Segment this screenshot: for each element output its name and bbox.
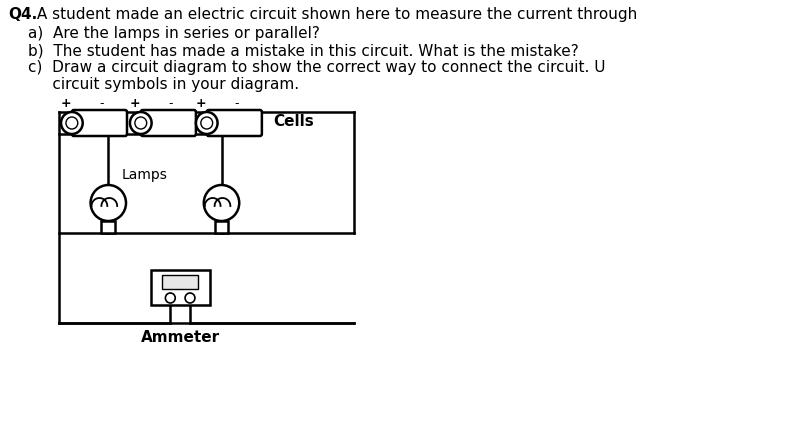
Text: circuit symbols in your diagram.: circuit symbols in your diagram. [28, 77, 299, 92]
Circle shape [166, 293, 175, 303]
FancyBboxPatch shape [141, 111, 196, 137]
Text: +: + [130, 97, 140, 110]
Text: -: - [99, 97, 104, 110]
Text: c)  Draw a circuit diagram to show the correct way to connect the circuit. U: c) Draw a circuit diagram to show the co… [28, 60, 605, 75]
FancyBboxPatch shape [151, 270, 210, 305]
Text: +: + [195, 97, 206, 110]
Text: Lamps: Lamps [122, 168, 168, 182]
Text: Cells: Cells [273, 113, 315, 128]
Text: a)  Are the lamps in series or parallel?: a) Are the lamps in series or parallel? [28, 26, 320, 41]
FancyBboxPatch shape [101, 222, 116, 233]
Circle shape [204, 186, 239, 222]
Text: b)  The student has made a mistake in this circuit. What is the mistake?: b) The student has made a mistake in thi… [28, 43, 579, 58]
Text: -: - [234, 97, 238, 110]
Text: A student made an electric circuit shown here to measure the current through: A student made an electric circuit shown… [32, 7, 637, 22]
FancyBboxPatch shape [163, 276, 198, 290]
Circle shape [61, 113, 83, 135]
FancyBboxPatch shape [206, 111, 262, 137]
Circle shape [196, 113, 218, 135]
Circle shape [91, 186, 126, 222]
Text: -: - [168, 97, 173, 110]
Circle shape [185, 293, 195, 303]
FancyBboxPatch shape [72, 111, 127, 137]
Text: Ammeter: Ammeter [140, 329, 220, 344]
FancyBboxPatch shape [214, 222, 229, 233]
Circle shape [130, 113, 151, 135]
Text: +: + [61, 97, 71, 110]
Text: Q4.: Q4. [8, 7, 37, 22]
